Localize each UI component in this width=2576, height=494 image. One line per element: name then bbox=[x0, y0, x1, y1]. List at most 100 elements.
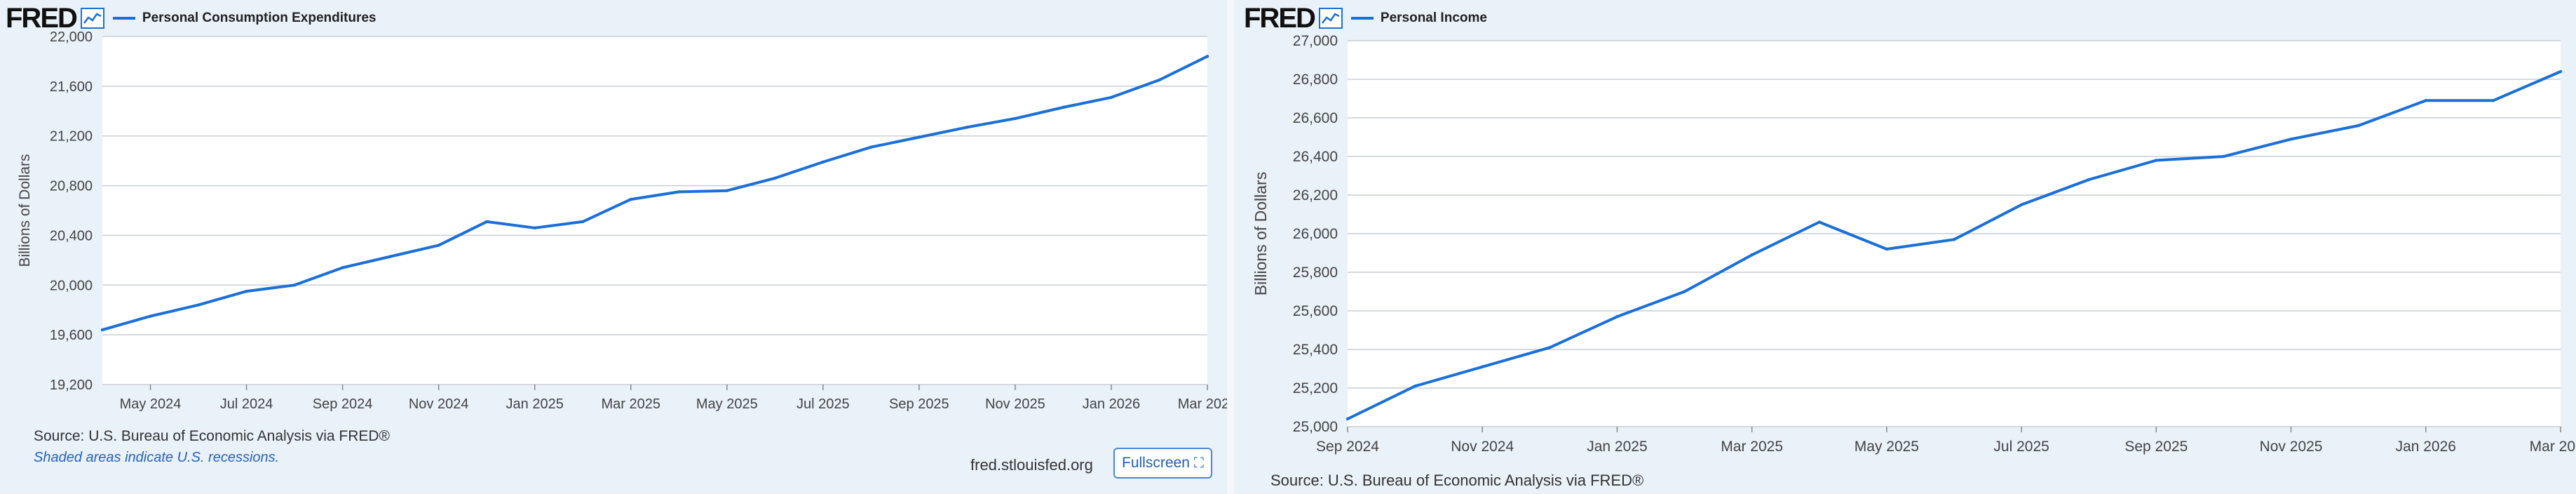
y-tick-label: 21,200 bbox=[50, 129, 93, 145]
legend-swatch bbox=[112, 17, 135, 20]
panel-divider bbox=[1227, 0, 1234, 494]
legend-swatch bbox=[1350, 17, 1374, 20]
y-tick-label: 25,800 bbox=[1293, 265, 1338, 281]
data-point bbox=[1205, 55, 1209, 58]
recession-note: Shaded areas indicate U.S. recessions. bbox=[34, 450, 280, 465]
data-point bbox=[388, 255, 393, 258]
y-axis-label: Billions of Dollars bbox=[17, 154, 33, 267]
fullscreen-button[interactable]: Fullscreen ⛶ bbox=[1113, 448, 1212, 479]
right-header: FRED Personal Income bbox=[1244, 3, 1487, 34]
x-tick-label: Nov 2024 bbox=[1451, 439, 1514, 455]
data-point bbox=[725, 189, 728, 192]
y-tick-label: 26,800 bbox=[1293, 72, 1338, 88]
data-point bbox=[1413, 385, 1417, 388]
x-tick-label: Nov 2024 bbox=[409, 396, 469, 412]
data-point bbox=[196, 303, 201, 307]
data-point bbox=[1885, 247, 1889, 251]
data-point bbox=[149, 314, 152, 318]
fullscreen-label: Fullscreen bbox=[1122, 455, 1190, 471]
data-point bbox=[2357, 124, 2360, 128]
x-tick-label: Sep 2024 bbox=[1316, 439, 1379, 455]
data-point bbox=[1013, 116, 1017, 121]
data-point bbox=[2155, 159, 2158, 162]
data-point bbox=[245, 289, 248, 293]
x-tick-label: Nov 2025 bbox=[2260, 439, 2323, 455]
data-point bbox=[1158, 78, 1161, 82]
data-point bbox=[1481, 365, 1484, 368]
data-point bbox=[917, 135, 921, 139]
data-point bbox=[1615, 315, 1619, 319]
y-tick-label: 27,000 bbox=[1293, 33, 1338, 49]
y-tick-label: 26,000 bbox=[1293, 226, 1338, 242]
x-tick-label: Jan 2025 bbox=[1587, 439, 1647, 455]
data-point bbox=[1750, 253, 1754, 257]
data-point bbox=[965, 126, 969, 129]
x-tick-label: Nov 2025 bbox=[985, 396, 1045, 412]
data-point bbox=[341, 266, 344, 269]
y-tick-label: 20,400 bbox=[50, 228, 93, 243]
data-point bbox=[773, 176, 777, 180]
y-tick-label: 26,400 bbox=[1293, 149, 1338, 165]
data-point bbox=[2558, 69, 2563, 74]
y-tick-label: 19,200 bbox=[50, 378, 93, 393]
data-point bbox=[533, 226, 536, 229]
chart-icon bbox=[80, 8, 104, 29]
data-point bbox=[2019, 203, 2023, 206]
fred-url-link[interactable]: fred.stlouisfed.org bbox=[970, 456, 1093, 474]
y-tick-label: 19,600 bbox=[50, 328, 93, 343]
x-tick-label: Mar 2026 bbox=[2530, 439, 2576, 455]
chart-icon bbox=[1318, 8, 1343, 29]
source-text: Source: U.S. Bureau of Economic Analysis… bbox=[34, 428, 391, 444]
pce-chart-panel: FRED Personal Consumption Expenditures 1… bbox=[0, 0, 1227, 494]
source-text: Source: U.S. Bureau of Economic Analysis… bbox=[1270, 472, 1644, 489]
data-point bbox=[2424, 99, 2427, 102]
x-tick-label: Mar 2025 bbox=[601, 396, 660, 412]
data-point bbox=[292, 283, 297, 287]
legend-label: Personal Income bbox=[1380, 11, 1487, 25]
x-tick-label: Jul 2025 bbox=[1993, 439, 2049, 455]
data-point bbox=[869, 145, 873, 149]
data-point bbox=[1062, 105, 1065, 109]
pce-series-line bbox=[101, 55, 1209, 332]
data-point bbox=[821, 160, 825, 164]
data-point bbox=[2491, 99, 2495, 102]
data-point bbox=[100, 328, 104, 332]
data-point bbox=[2222, 154, 2225, 159]
data-point bbox=[629, 197, 632, 201]
data-point bbox=[1548, 346, 1552, 349]
data-point bbox=[1817, 220, 1821, 224]
data-point bbox=[2087, 178, 2091, 182]
y-tick-label: 25,200 bbox=[1293, 380, 1338, 396]
left-header: FRED Personal Consumption Expenditures bbox=[6, 3, 377, 34]
y-tick-label: 20,800 bbox=[50, 179, 93, 194]
expand-icon: ⛶ bbox=[1193, 455, 1204, 471]
x-tick-label: May 2025 bbox=[696, 396, 758, 412]
data-point bbox=[1109, 95, 1113, 99]
x-tick-label: Jul 2024 bbox=[220, 396, 273, 412]
data-point bbox=[437, 243, 440, 247]
x-tick-label: May 2025 bbox=[1855, 439, 1919, 455]
y-axis-label: Billions of Dollars bbox=[1252, 172, 1270, 295]
y-tick-label: 25,600 bbox=[1293, 303, 1338, 319]
data-point bbox=[484, 220, 489, 224]
data-point bbox=[581, 220, 585, 224]
x-tick-label: Jan 2026 bbox=[1083, 396, 1140, 412]
fred-logo[interactable]: FRED bbox=[6, 3, 78, 34]
y-tick-label: 20,000 bbox=[50, 278, 93, 293]
pce-line-chart: 19,200 19,600 20,000 20,400 20,800 21,200 21,6… bbox=[17, 29, 1227, 412]
y-tick-label: 25,400 bbox=[1293, 342, 1338, 358]
y-tick-label: 25,000 bbox=[1293, 419, 1338, 435]
x-tick-label: Sep 2025 bbox=[2124, 439, 2188, 455]
y-tick-label: 26,200 bbox=[1293, 187, 1338, 203]
x-tick-label: Sep 2024 bbox=[313, 396, 373, 412]
x-tick-label: Jul 2025 bbox=[796, 396, 850, 412]
x-tick-label: Sep 2025 bbox=[889, 396, 949, 412]
data-point bbox=[1345, 417, 1350, 421]
x-tick-label: Mar 2026 bbox=[1178, 396, 1227, 412]
x-tick-label: Jan 2025 bbox=[506, 396, 564, 412]
y-tick-label: 22,000 bbox=[50, 29, 93, 45]
fred-logo[interactable]: FRED bbox=[1244, 3, 1316, 34]
personal-income-chart-panel: FRED Personal Income 25,000 25,200 25,400 2… bbox=[1234, 0, 2576, 494]
data-point bbox=[677, 190, 681, 194]
legend-label: Personal Consumption Expenditures bbox=[142, 11, 377, 25]
